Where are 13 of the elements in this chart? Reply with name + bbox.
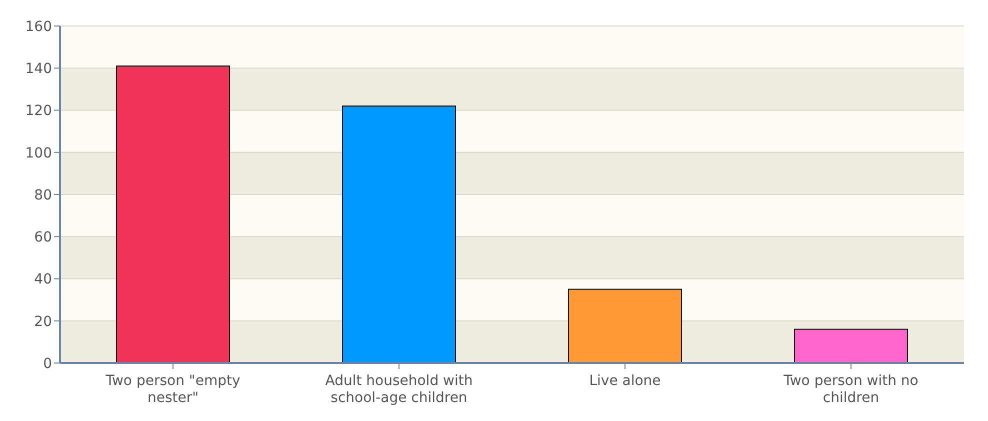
y-tick-label: 80 — [34, 187, 52, 204]
y-tick-label: 160 — [25, 18, 52, 35]
y-tick-label: 20 — [34, 314, 52, 330]
y-tick-label: 0 — [43, 356, 52, 372]
y-tick-label: 60 — [34, 230, 52, 246]
y-tick-label: 100 — [25, 145, 52, 162]
y-tick-label: 40 — [34, 272, 52, 288]
y-tick-label: 140 — [25, 61, 52, 78]
x-tick-label: Two person with no children — [782, 373, 918, 406]
x-tick-label: Two person "empty nester" — [104, 373, 240, 406]
y-tick-label: 120 — [25, 103, 52, 120]
x-tick-label: Adult household with school-age children — [325, 373, 473, 406]
x-tick-label: Live alone — [589, 373, 661, 389]
